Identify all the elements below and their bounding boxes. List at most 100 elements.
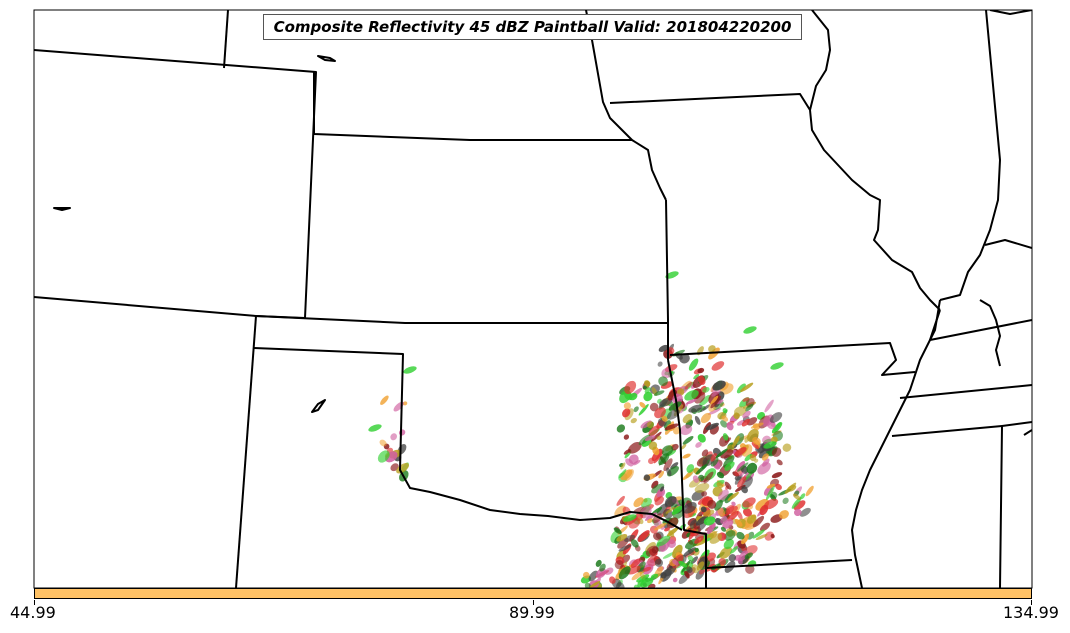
- border-illinois-indiana: [939, 10, 1001, 301]
- paintball-blob: [616, 533, 628, 542]
- paintball-blob: [703, 531, 718, 540]
- paintball-blob: [711, 361, 725, 371]
- paintball-blob: [784, 482, 797, 494]
- paintball-blob: [402, 401, 408, 406]
- paintball-blob: [648, 425, 660, 437]
- paintball-blob: [652, 513, 663, 524]
- paintball-blob: [683, 547, 697, 557]
- paintball-blob: [637, 530, 650, 542]
- paintball-blob: [697, 434, 706, 443]
- paintball-blob: [618, 566, 631, 580]
- paintball-blob: [680, 424, 693, 436]
- paintball-blob: [711, 390, 721, 397]
- paintball-blob: [639, 402, 646, 408]
- paintball-blob: [660, 572, 667, 579]
- paintball-blob: [682, 436, 694, 445]
- paintball-blob: [696, 346, 704, 356]
- paintball-blob: [630, 558, 641, 568]
- paintball-blob: [724, 530, 736, 541]
- paintball-blob: [771, 447, 782, 457]
- lake-mark-2: [53, 207, 71, 211]
- paintball-blob: [770, 362, 784, 370]
- paintball-blob: [706, 522, 716, 535]
- lake-mark-4: [979, 299, 1001, 367]
- border-oklahoma-arkansas: [667, 359, 707, 588]
- paintball-blob: [682, 501, 697, 514]
- paintball-blob: [680, 443, 687, 450]
- paintball-blob: [716, 399, 724, 405]
- paintball-blob: [666, 527, 679, 537]
- border-tennessee: [899, 384, 1032, 399]
- paintball-blob: [650, 431, 662, 442]
- paintball-blob: [660, 486, 665, 492]
- paintball-blob: [664, 495, 677, 507]
- paintball-blob: [703, 471, 714, 484]
- paintball-blob: [658, 470, 665, 479]
- paintball-blob: [628, 441, 642, 454]
- colorbar-label-max: 134.99: [1003, 603, 1059, 622]
- paintball-blob: [746, 462, 758, 474]
- paintball-blob: [799, 507, 811, 517]
- paintball-blob: [380, 395, 389, 405]
- colorbar-tick-min: [34, 600, 35, 605]
- paintball-blob: [630, 417, 637, 424]
- border-montana-wyoming: [223, 10, 229, 69]
- paintball-blob: [657, 361, 663, 367]
- paintball-blob: [632, 460, 641, 466]
- paintball-blob: [734, 406, 747, 417]
- border-kentucky: [929, 309, 1032, 341]
- paintball-blob: [761, 453, 769, 461]
- paintball-blob: [779, 510, 789, 519]
- paintball-blob: [739, 471, 745, 477]
- paintball-blob: [805, 485, 814, 497]
- border-mississippi-river: [851, 299, 941, 588]
- paintball-blob: [662, 551, 675, 559]
- paintball-blob: [727, 491, 739, 501]
- paintball-blob: [390, 433, 398, 441]
- paintball-blob: [770, 533, 775, 539]
- paintball-blob: [656, 488, 666, 498]
- paintball-blob: [712, 380, 726, 391]
- paintball-blob: [759, 522, 771, 532]
- paintball-blob: [589, 580, 601, 588]
- paintball-blob: [742, 410, 751, 419]
- paintball-blob: [595, 559, 602, 567]
- paintball-blob: [727, 511, 739, 522]
- border-colorado-south: [34, 296, 668, 324]
- paintball-blob: [752, 529, 765, 539]
- paintball-blob: [678, 560, 688, 568]
- paintball-blob: [763, 441, 777, 449]
- paintball-blob: [724, 437, 732, 443]
- paintball-blob: [661, 445, 674, 456]
- paintball-blob: [707, 499, 717, 509]
- paintball-blob: [616, 424, 626, 433]
- paintball-blob: [782, 497, 789, 505]
- paintball-blob: [666, 467, 672, 477]
- lake-mark-1: [317, 55, 336, 62]
- paintball-blob: [700, 506, 707, 513]
- paintball-blob: [648, 441, 658, 450]
- paintball-blob: [715, 448, 728, 459]
- paintball-blob: [723, 455, 735, 468]
- paintball-blob: [691, 490, 705, 501]
- paintball-blob: [747, 531, 755, 540]
- paintball-blob: [750, 422, 764, 429]
- paintball-blob: [710, 395, 719, 405]
- paintball-blob: [697, 367, 705, 374]
- paintball-blob: [757, 462, 771, 475]
- paintball-blob: [658, 376, 668, 387]
- paintball-blob: [690, 556, 699, 565]
- border-indiana-ohio: [984, 239, 1032, 249]
- paintball-blob: [658, 344, 669, 352]
- paintball-blob: [742, 497, 756, 508]
- paintball-blob: [724, 461, 735, 471]
- paintball-blob: [583, 571, 590, 579]
- paintball-blob: [775, 483, 782, 491]
- border-louisiana-north: [705, 559, 853, 569]
- paintball-blob: [742, 397, 750, 402]
- paintball-blob: [699, 395, 711, 406]
- paintball-blob: [743, 326, 757, 334]
- paintball-blob: [368, 424, 382, 432]
- paintball-blob: [695, 464, 708, 475]
